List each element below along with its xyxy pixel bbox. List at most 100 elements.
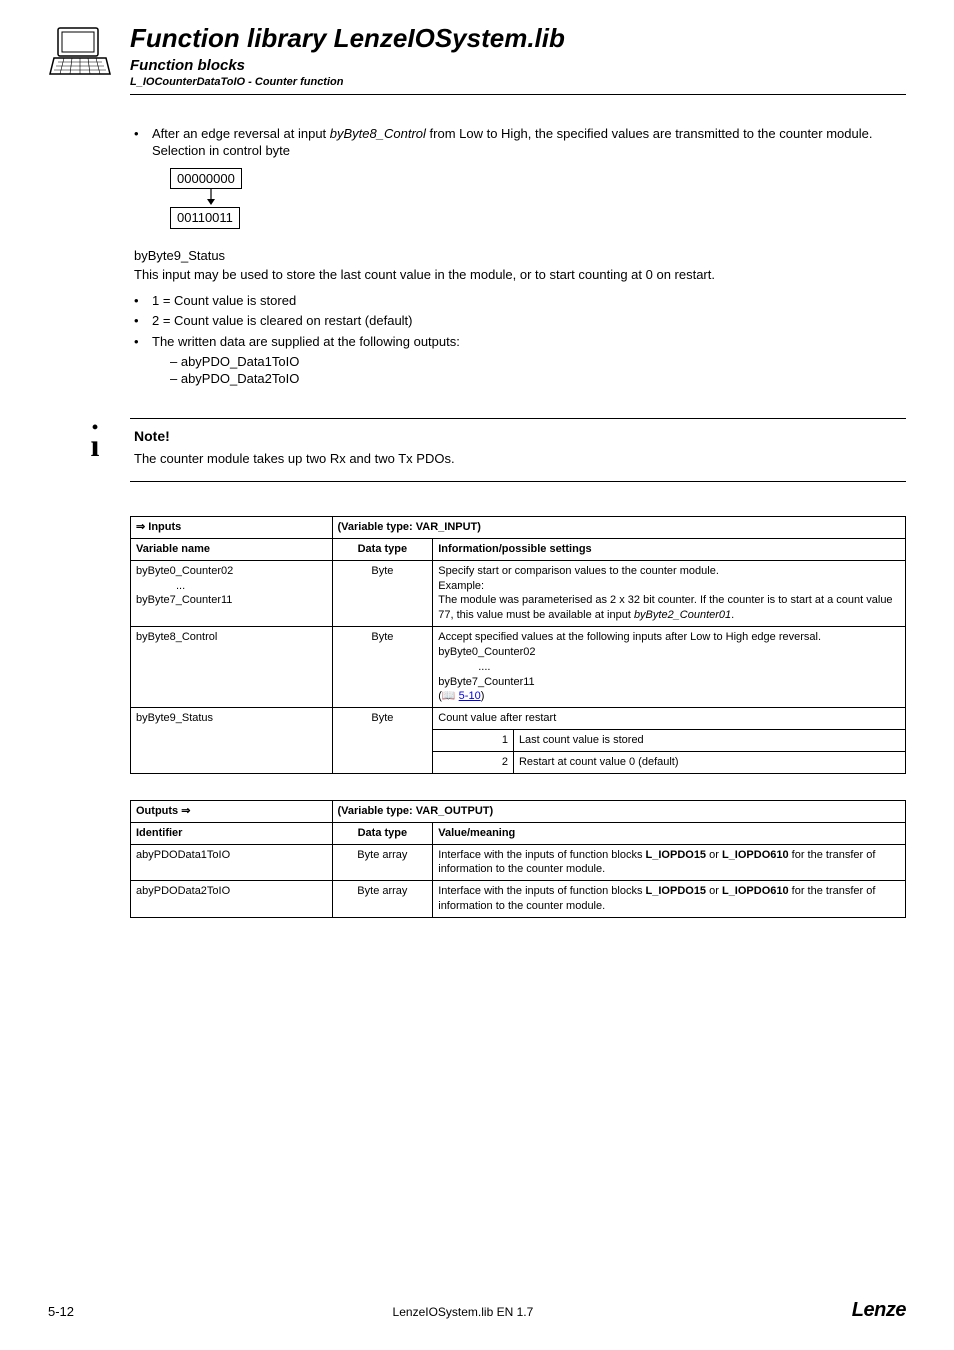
- desc-cell: Restart at count value 0 (default): [513, 752, 905, 773]
- sub-sub-title: L_IOCounterDataToIO - Counter function: [130, 76, 906, 88]
- cell-info: Accept specified values at the following…: [433, 627, 906, 708]
- var-name: byByte0_Counter02: [136, 565, 233, 577]
- note-text: The counter module takes up two Rx and t…: [134, 450, 906, 468]
- th-type: Data type: [332, 538, 433, 560]
- laptop-icon: [48, 24, 112, 83]
- cell-name: byByte8_Control: [131, 627, 333, 708]
- caption-type-cell: (Variable type: VAR_INPUT): [332, 517, 906, 539]
- bold-ref: L_IOPDO610: [722, 849, 789, 861]
- cell-name: abyPDOData1ToIO: [131, 844, 333, 881]
- page-header: Function library LenzeIOSystem.lib Funct…: [48, 24, 906, 95]
- brand-logo: Lenze: [852, 1299, 906, 1322]
- cell-info: Specify start or comparison values to th…: [433, 560, 906, 626]
- ellipsis: ....: [438, 661, 490, 673]
- page-ref-link[interactable]: 5-10: [459, 690, 481, 702]
- caption-cell: Outputs ⇒: [131, 800, 333, 822]
- status-bullet-list: 1 = Count value is stored 2 = Count valu…: [134, 292, 906, 388]
- header-divider: [130, 94, 906, 95]
- bullet-edge-reversal: After an edge reversal at input byByte8_…: [134, 125, 906, 229]
- table-caption-row: ⇒ Inputs (Variable type: VAR_INPUT): [131, 517, 906, 539]
- table-header-row: Identifier Data type Value/meaning: [131, 822, 906, 844]
- table-row: abyPDOData1ToIO Byte array Interface wit…: [131, 844, 906, 881]
- desc-cell: Last count value is stored: [513, 730, 905, 751]
- cell-type: Byte array: [332, 844, 433, 881]
- bullet-count-cleared: 2 = Count value is cleared on restart (d…: [134, 312, 906, 330]
- cell-type: Byte: [332, 560, 433, 626]
- caption-type-cell: (Variable type: VAR_OUTPUT): [332, 800, 906, 822]
- cell-name: abyPDOData2ToIO: [131, 881, 333, 918]
- bullet-count-stored: 1 = Count value is stored: [134, 292, 906, 310]
- cell-type: Byte: [332, 708, 433, 774]
- dash-data1: abyPDO_Data1ToIO: [170, 353, 906, 371]
- info-part: or: [706, 849, 722, 861]
- info-part: or: [706, 885, 722, 897]
- table-caption-row: Outputs ⇒ (Variable type: VAR_OUTPUT): [131, 800, 906, 822]
- inputs-table-wrap: ⇒ Inputs (Variable type: VAR_INPUT) Vari…: [130, 516, 906, 774]
- italic-var: byByte8_Control: [330, 126, 426, 141]
- note-divider-bottom: [130, 481, 906, 482]
- inputs-table: ⇒ Inputs (Variable type: VAR_INPUT) Vari…: [130, 516, 906, 774]
- italic-var: byByte2_Counter01: [634, 609, 731, 621]
- page-footer: 5-12 LenzeIOSystem.lib EN 1.7 Lenze: [48, 1299, 906, 1322]
- nested-cell: 1 Last count value is stored: [433, 730, 906, 752]
- note-title: Note!: [134, 427, 906, 446]
- caption-cell: ⇒ Inputs: [131, 517, 333, 539]
- info-part: Interface with the inputs of function bl…: [438, 849, 645, 861]
- status-description: This input may be used to store the last…: [134, 266, 906, 284]
- caption-label: Outputs: [136, 805, 178, 817]
- text-part: Selection in control byte: [152, 143, 290, 158]
- outputs-table-wrap: Outputs ⇒ (Variable type: VAR_OUTPUT) Id…: [130, 800, 906, 918]
- th-info: Value/meaning: [433, 822, 906, 844]
- nested-cell: 2 Restart at count value 0 (default): [433, 752, 906, 774]
- intro-bullet-list: After an edge reversal at input byByte8_…: [134, 125, 906, 229]
- table-header-row: Variable name Data type Information/poss…: [131, 538, 906, 560]
- main-title: Function library LenzeIOSystem.lib: [130, 24, 906, 53]
- caption-label: Inputs: [148, 521, 181, 533]
- ellipsis: ...: [136, 580, 185, 592]
- bullet-written-data: The written data are supplied at the fol…: [134, 333, 906, 388]
- table-row: byByte0_Counter02 ... byByte7_Counter11 …: [131, 560, 906, 626]
- info-line: Example:: [438, 580, 484, 592]
- bitbox-top: 00000000: [170, 168, 242, 190]
- footer-center: LenzeIOSystem.lib EN 1.7: [393, 1305, 534, 1319]
- note-section: •ı Note! The counter module takes up two…: [74, 408, 906, 490]
- info-line: Specify start or comparison values to th…: [438, 565, 719, 577]
- th-type: Data type: [332, 822, 433, 844]
- title-block: Function library LenzeIOSystem.lib Funct…: [130, 24, 906, 95]
- outputs-dash-list: abyPDO_Data1ToIO abyPDO_Data2ToIO: [170, 353, 906, 388]
- info-part: Interface with the inputs of function bl…: [438, 885, 645, 897]
- dash-data2: abyPDO_Data2ToIO: [170, 370, 906, 388]
- bold-ref: L_IOPDO610: [722, 885, 789, 897]
- text-part: The written data are supplied at the fol…: [152, 334, 460, 349]
- table-row: byByte9_Status Byte Count value after re…: [131, 708, 906, 730]
- table-row: byByte8_Control Byte Accept specified va…: [131, 627, 906, 708]
- info-icon: •ı: [74, 408, 116, 490]
- status-heading: byByte9_Status: [134, 247, 906, 265]
- cell-info: Count value after restart: [433, 708, 906, 730]
- note-body: Note! The counter module takes up two Rx…: [134, 408, 906, 490]
- table-row: abyPDOData2ToIO Byte array Interface wit…: [131, 881, 906, 918]
- info-line: .: [731, 609, 734, 621]
- note-divider-top: [130, 418, 906, 419]
- bold-ref: L_IOPDO15: [646, 849, 707, 861]
- text-part: from Low to High, the specified values a…: [426, 126, 873, 141]
- value-cell: 2: [433, 752, 513, 773]
- outputs-table: Outputs ⇒ (Variable type: VAR_OUTPUT) Id…: [130, 800, 906, 918]
- text-part: After an edge reversal at input: [152, 126, 330, 141]
- th-info: Information/possible settings: [433, 538, 906, 560]
- info-line: byByte0_Counter02: [438, 646, 535, 658]
- bitbox-bottom: 00110011: [170, 207, 240, 229]
- var-name: byByte7_Counter11: [136, 594, 232, 606]
- cell-name: byByte9_Status: [131, 708, 333, 774]
- info-line: byByte7_Counter11: [438, 676, 534, 688]
- cell-type: Byte: [332, 627, 433, 708]
- sub-title: Function blocks: [130, 57, 906, 74]
- cell-name: byByte0_Counter02 ... byByte7_Counter11: [131, 560, 333, 626]
- bold-ref: L_IOPDO15: [646, 885, 707, 897]
- info-line: Accept specified values at the following…: [438, 631, 821, 643]
- arrow-down-icon: [170, 189, 252, 207]
- th-name: Variable name: [131, 538, 333, 560]
- cell-type: Byte array: [332, 881, 433, 918]
- cell-info: Interface with the inputs of function bl…: [433, 844, 906, 881]
- cell-info: Interface with the inputs of function bl…: [433, 881, 906, 918]
